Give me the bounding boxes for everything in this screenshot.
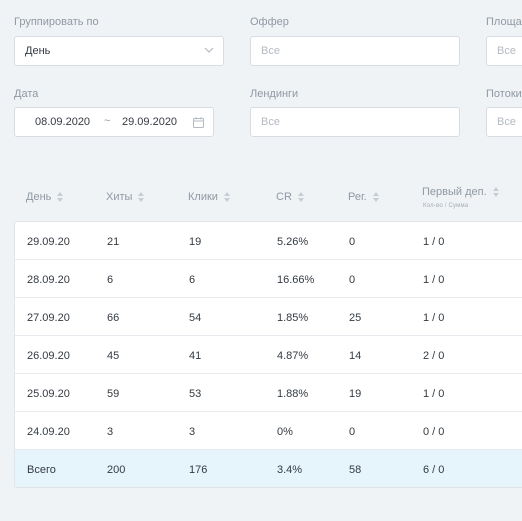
streams-label: Потоки [486, 88, 522, 100]
table-row[interactable]: 26.09.20 45 41 4.87% 14 2 / 0 [15, 336, 522, 374]
first-deposit-sublabel: Кол-во / Сумма [423, 203, 469, 209]
sort-icon [297, 192, 304, 202]
group-by-label: Группировать по [14, 16, 99, 28]
calendar-icon [193, 117, 204, 128]
landings-placeholder: Все [261, 116, 280, 128]
table-total-row: Всего 200 176 3.4% 58 6 / 0 [15, 450, 522, 487]
cell-day: 26.09.20 [27, 350, 70, 362]
sort-icon [492, 187, 499, 197]
column-header-label: Хиты [106, 191, 133, 203]
cell-hits: 6 [107, 274, 114, 286]
column-header-label: CR [276, 191, 292, 203]
column-header-label: Первый деп. [422, 186, 487, 198]
cell-clicks: 41 [189, 350, 202, 362]
date-end[interactable]: 29.09.2020 [122, 116, 178, 128]
cell-first-deposit: 2 / 0 [423, 350, 445, 362]
cell-first-deposit: 1 / 0 [423, 274, 445, 286]
cell-day: 28.09.20 [27, 274, 70, 286]
cell-hits: 59 [107, 388, 120, 400]
cell-day: 29.09.20 [27, 236, 70, 248]
total-hits: 200 [107, 464, 126, 476]
column-header-hits[interactable]: Хиты [106, 191, 145, 203]
cell-hits: 45 [107, 350, 120, 362]
cell-clicks: 19 [189, 236, 202, 248]
cell-day: 24.09.20 [27, 426, 70, 438]
cell-registrations: 14 [349, 350, 362, 362]
cell-cr: 1.85% [277, 312, 309, 324]
table-row[interactable]: 29.09.20 21 19 5.26% 0 1 / 0 [15, 222, 522, 260]
cell-hits: 66 [107, 312, 120, 324]
cell-cr: 0% [277, 426, 293, 438]
column-header-label: Клики [188, 191, 218, 203]
landings-select[interactable]: Все [250, 107, 460, 137]
cell-cr: 4.87% [277, 350, 309, 362]
cell-hits: 3 [107, 426, 114, 438]
platform-placeholder: Все [497, 45, 516, 57]
date-range-picker[interactable]: 08.09.2020 ~ 29.09.2020 [14, 107, 214, 137]
sort-icon [372, 192, 379, 202]
column-header-registrations[interactable]: Рег. [348, 191, 379, 203]
cell-first-deposit: 1 / 0 [423, 388, 445, 400]
cell-registrations: 25 [349, 312, 362, 324]
cell-clicks: 54 [189, 312, 202, 324]
column-header-label: День [26, 191, 52, 203]
group-by-select[interactable]: День [14, 36, 224, 66]
date-separator: ~ [104, 115, 111, 127]
group-by-value: День [25, 45, 51, 57]
table-row[interactable]: 28.09.20 6 6 16.66% 0 1 / 0 [15, 260, 522, 298]
total-first-deposit: 6 / 0 [423, 464, 445, 476]
cell-first-deposit: 1 / 0 [423, 236, 445, 248]
sort-icon [57, 192, 64, 202]
cell-registrations: 0 [349, 236, 356, 248]
platform-label: Площа [486, 16, 522, 28]
total-cr: 3.4% [277, 464, 303, 476]
landings-label: Лендинги [250, 88, 299, 100]
sort-icon [223, 192, 230, 202]
column-header-label: Рег. [348, 191, 367, 203]
column-header-first-deposit[interactable]: Первый деп. [422, 186, 499, 198]
streams-placeholder: Все [497, 116, 516, 128]
cell-cr: 16.66% [277, 274, 315, 286]
cell-registrations: 0 [349, 274, 356, 286]
offer-label: Оффер [250, 16, 289, 28]
cell-day: 27.09.20 [27, 312, 70, 324]
table-row[interactable]: 24.09.20 3 3 0% 0 0 / 0 [15, 412, 522, 450]
streams-select[interactable]: Все [486, 107, 522, 137]
cell-cr: 1.88% [277, 388, 309, 400]
cell-first-deposit: 0 / 0 [423, 426, 445, 438]
cell-day: 25.09.20 [27, 388, 70, 400]
total-clicks: 176 [189, 464, 208, 476]
total-registrations: 58 [349, 464, 362, 476]
table-row[interactable]: 27.09.20 66 54 1.85% 25 1 / 0 [15, 298, 522, 336]
date-start[interactable]: 08.09.2020 [35, 116, 91, 128]
cell-hits: 21 [107, 236, 120, 248]
offer-select[interactable]: Все [250, 36, 460, 66]
column-header-day[interactable]: День [26, 191, 64, 203]
cell-cr: 5.26% [277, 236, 309, 248]
offer-placeholder: Все [261, 45, 280, 57]
sort-icon [138, 192, 145, 202]
chevron-down-icon [204, 47, 214, 53]
table-row[interactable]: 25.09.20 59 53 1.88% 19 1 / 0 [15, 374, 522, 412]
cell-registrations: 0 [349, 426, 356, 438]
cell-registrations: 19 [349, 388, 362, 400]
date-label: Дата [14, 88, 39, 100]
cell-clicks: 53 [189, 388, 202, 400]
cell-clicks: 6 [189, 274, 196, 286]
total-label: Всего [27, 464, 56, 476]
cell-first-deposit: 1 / 0 [423, 312, 445, 324]
column-header-clicks[interactable]: Клики [188, 191, 230, 203]
platform-select[interactable]: Все [486, 36, 522, 66]
column-header-cr[interactable]: CR [276, 191, 304, 203]
cell-clicks: 3 [189, 426, 196, 438]
stats-table: 29.09.20 21 19 5.26% 0 1 / 0 28.09.20 6 … [14, 221, 522, 488]
